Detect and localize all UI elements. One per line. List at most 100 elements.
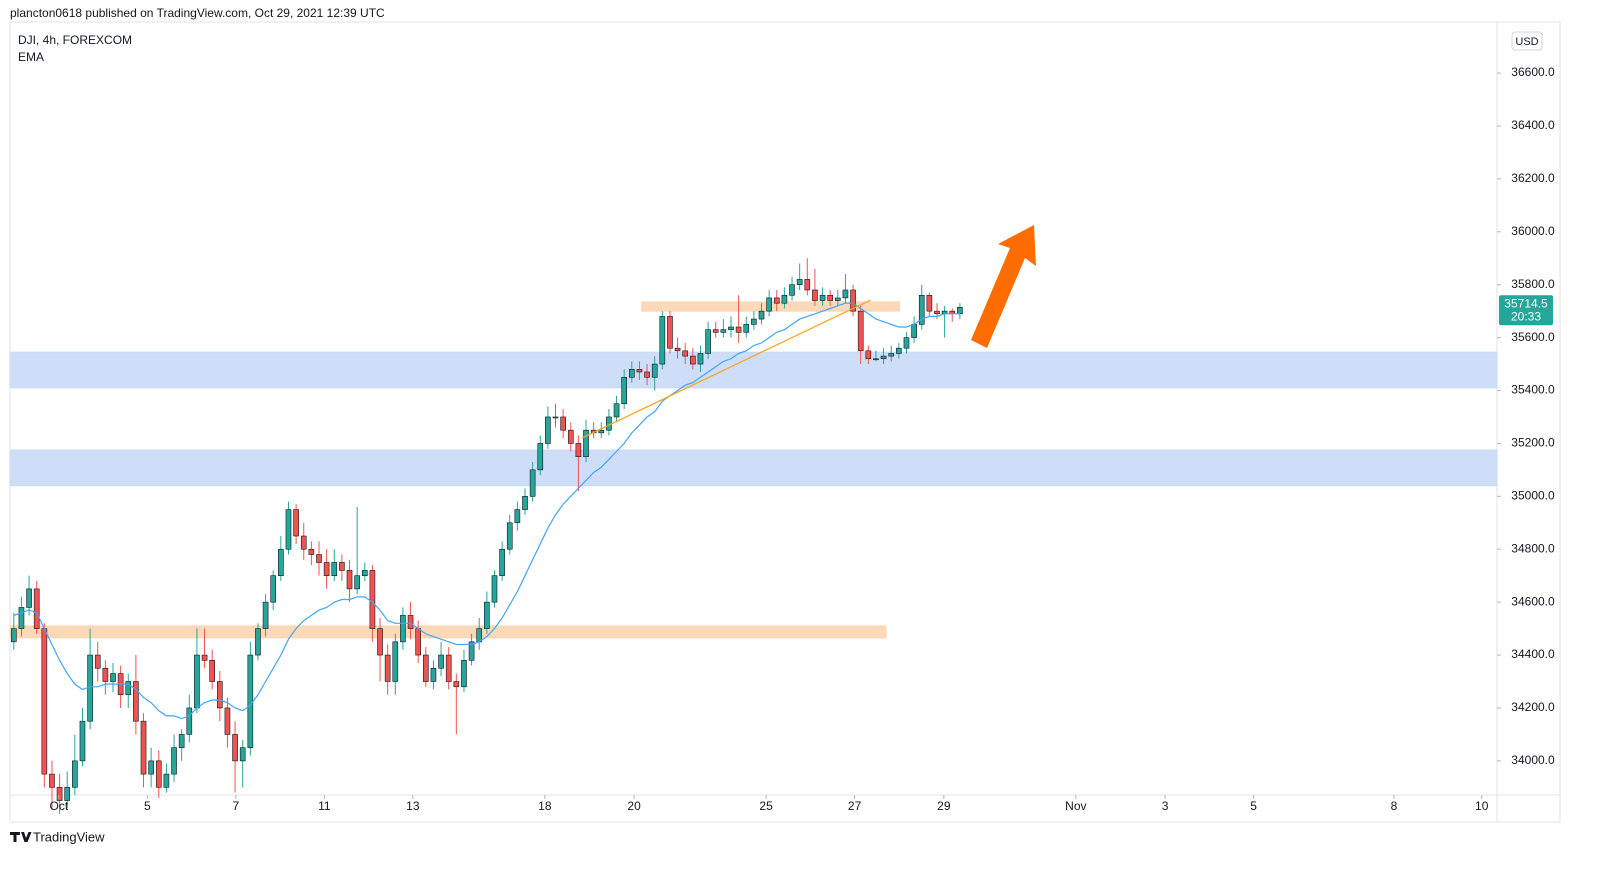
candle-body: [316, 554, 322, 563]
candle-body: [216, 681, 223, 709]
arrow-annotation: [971, 225, 1036, 348]
currency[interactable]: USD: [1515, 36, 1538, 48]
candle-body: [674, 347, 681, 352]
zone: [9, 449, 1498, 487]
candle-body: [10, 628, 17, 643]
zone: [9, 351, 1498, 389]
candle-body: [918, 294, 925, 325]
symbol-legend: DJI, 4h, FOREXCOM: [18, 33, 132, 47]
candle-body: [239, 747, 246, 762]
candle-body: [300, 535, 307, 550]
candle-body: [186, 707, 193, 735]
publisher: plancton0618 published on TradingView.co…: [10, 6, 385, 20]
x-tick-label: 29: [937, 799, 951, 813]
countdown: 20:33: [1511, 309, 1541, 323]
candle-body: [834, 297, 841, 301]
candle-body: [323, 562, 330, 576]
candle-body: [873, 358, 879, 361]
candle-body: [18, 607, 25, 629]
candle-body: [850, 289, 856, 312]
candle-body: [331, 562, 338, 576]
candle-body: [506, 522, 513, 550]
candle-body: [712, 329, 719, 333]
candle-body: [728, 326, 734, 330]
zone: [9, 625, 887, 639]
candle-body: [720, 329, 727, 333]
y-tick-label: 35000.0: [1511, 489, 1555, 503]
candle-body: [529, 469, 536, 497]
y-tick-label: 34600.0: [1511, 594, 1555, 608]
y-tick-label: 36600.0: [1511, 65, 1555, 79]
candle-body: [636, 369, 643, 373]
y-tick-label: 36200.0: [1511, 171, 1555, 185]
x-tick-label: 3: [1162, 799, 1169, 813]
candle-body: [522, 496, 528, 510]
x-tick-label: 11: [318, 799, 331, 813]
candle-body: [621, 376, 627, 405]
currency-button[interactable]: [1511, 31, 1543, 51]
candle-body: [613, 403, 620, 418]
candle-body: [87, 654, 93, 722]
candle-body: [354, 575, 360, 590]
candle-body: [903, 337, 910, 349]
candle-body: [567, 429, 574, 444]
candle-body: [484, 601, 490, 629]
candle-body: [735, 326, 742, 333]
plot: [9, 258, 1498, 814]
y-tick-label: 36400.0: [1511, 118, 1555, 132]
candle-body: [888, 353, 895, 357]
candle-body: [255, 628, 261, 656]
candle-body: [26, 588, 32, 608]
candle-body: [102, 667, 109, 682]
trendline: [581, 299, 871, 439]
candle-body: [926, 294, 933, 312]
candle-body: [438, 654, 444, 669]
candle-body: [148, 760, 154, 775]
candle-body: [934, 310, 940, 315]
x-tick-label: Nov: [1065, 799, 1086, 813]
candle-body: [758, 310, 765, 320]
brand-name: TradingView: [33, 829, 105, 844]
candle-body: [468, 641, 475, 661]
y-tick-label: 34200.0: [1511, 700, 1555, 714]
candle-body: [819, 294, 826, 301]
brand-logo: [10, 832, 32, 842]
candle-body: [857, 310, 864, 352]
candle-body: [957, 307, 963, 315]
x-tick-label: 27: [848, 799, 862, 813]
candle-body: [33, 588, 40, 629]
candle-body: [705, 329, 711, 354]
candle-body: [766, 297, 772, 312]
candle-body: [865, 350, 872, 360]
x-tick-label: 10: [1475, 799, 1489, 813]
candle-body: [224, 707, 231, 735]
candle-body: [133, 681, 139, 722]
last-price-box: [1499, 295, 1553, 326]
chart-frame: [9, 21, 1561, 823]
candle-body: [392, 641, 399, 682]
candle-body: [400, 615, 406, 643]
candle-body: [64, 787, 71, 801]
x-tick-label: 8: [1391, 799, 1398, 813]
candle-body: [384, 654, 391, 682]
candle-body: [430, 667, 437, 682]
candle-body: [178, 734, 185, 748]
candle-body: [751, 318, 757, 325]
candle-body: [667, 316, 673, 349]
candle-body: [476, 628, 483, 643]
candle-body: [461, 660, 467, 688]
candle-body: [796, 279, 803, 285]
y-tick-label: 36000.0: [1511, 224, 1555, 238]
x-tick-label: 18: [538, 799, 552, 813]
x-tick-label: 5: [144, 799, 151, 813]
candle-body: [72, 760, 78, 788]
last-price: 35714.5: [1504, 296, 1548, 310]
x-tick-label: 20: [627, 799, 641, 813]
candle-body: [583, 429, 589, 457]
candle-body: [278, 548, 284, 576]
candle-body: [789, 284, 795, 296]
candle-body: [232, 734, 238, 762]
candle-body: [743, 324, 750, 333]
candle-body: [445, 654, 452, 682]
candle-body: [682, 350, 689, 357]
